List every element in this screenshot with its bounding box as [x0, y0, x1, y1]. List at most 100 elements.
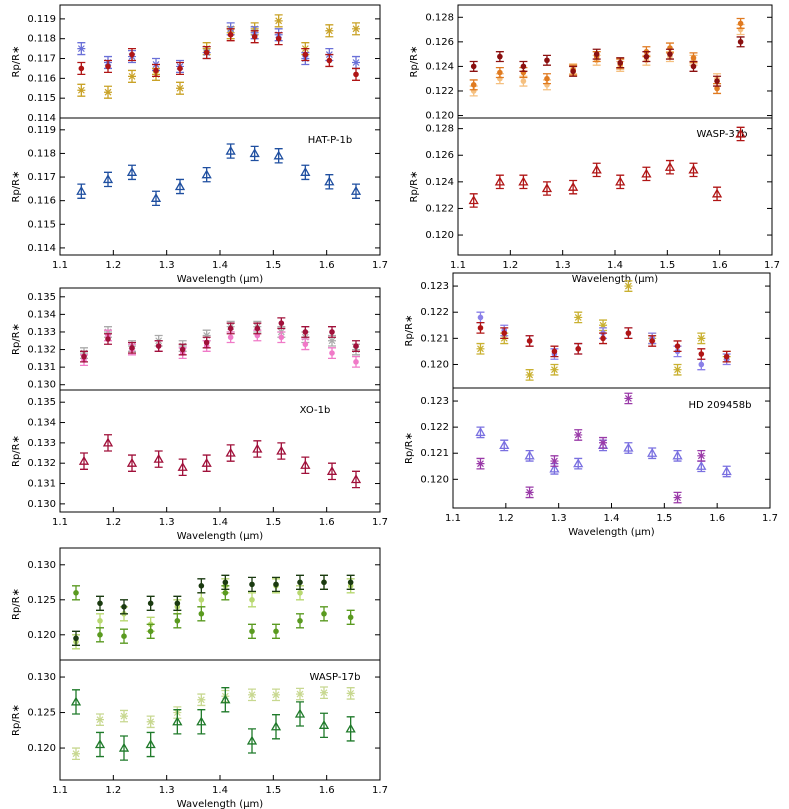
error-bar [96, 731, 104, 758]
marker [328, 337, 336, 345]
y-tick-label: 0.114 [27, 113, 56, 124]
y-tick-label: 0.116 [27, 196, 56, 207]
y-tick-label: 0.121 [420, 448, 449, 459]
error-bar [253, 440, 262, 458]
marker [353, 359, 359, 365]
y-tick-label: 0.117 [27, 54, 56, 65]
marker [150, 192, 162, 202]
marker [625, 330, 632, 336]
y-tick-label: 0.122 [425, 203, 454, 214]
x-tick-label: 1.5 [265, 517, 281, 528]
marker [624, 395, 633, 402]
x-tick-label: 1.1 [445, 513, 461, 524]
marker [735, 128, 746, 138]
y-tick-label: 0.122 [420, 422, 449, 433]
marker [105, 336, 111, 342]
y-tick-label: 0.115 [27, 93, 56, 104]
marker [275, 35, 282, 42]
plot-frame [452, 272, 771, 389]
marker [78, 65, 85, 72]
planet-label: WASP-31b [696, 129, 747, 140]
marker [146, 718, 155, 726]
marker [525, 488, 534, 496]
error-bar [202, 454, 211, 472]
marker [300, 459, 311, 469]
error-bar [80, 452, 88, 470]
marker [714, 78, 720, 84]
marker [672, 450, 683, 460]
marker [476, 345, 485, 353]
marker [723, 353, 730, 360]
marker [325, 27, 334, 35]
y-tick-label: 0.128 [425, 124, 454, 135]
y-tick-label: 0.134 [27, 309, 56, 320]
x-tick-label: 1.7 [372, 785, 388, 796]
x-tick-label: 1.7 [372, 260, 388, 271]
x-tick-label: 1.2 [105, 260, 121, 271]
x-tick-label: 1.2 [498, 513, 514, 524]
marker [294, 708, 306, 718]
error-bar [197, 709, 206, 735]
x-tick-label: 1.4 [212, 785, 228, 796]
marker [227, 334, 234, 341]
x-tick-label: 1.2 [105, 517, 121, 528]
marker [494, 176, 505, 186]
x-tick-label: 1.4 [607, 260, 623, 271]
y-tick-label: 0.114 [27, 243, 56, 254]
error-bar [128, 454, 136, 472]
x-tick-label: 1.5 [656, 513, 672, 524]
marker [201, 457, 212, 467]
marker [97, 600, 103, 607]
y-tick-label: 0.118 [27, 148, 56, 159]
marker [177, 461, 188, 471]
marker [526, 338, 533, 344]
marker [520, 63, 527, 70]
x-axis-label: Wavelength (μm) [572, 274, 659, 285]
marker [102, 174, 114, 184]
y-tick-label: 0.120 [27, 630, 56, 641]
marker [345, 723, 356, 733]
y-tick-label: 0.120 [425, 111, 454, 122]
marker [177, 65, 183, 72]
marker [197, 696, 206, 704]
y-tick-label: 0.132 [27, 458, 56, 469]
marker [698, 361, 705, 368]
marker [690, 55, 697, 61]
marker [300, 167, 311, 176]
marker [714, 85, 720, 92]
y-tick-label: 0.121 [420, 333, 449, 344]
marker [570, 68, 576, 75]
x-tick-label: 1.1 [450, 260, 466, 271]
marker [153, 67, 159, 74]
marker [118, 742, 130, 752]
y-tick-label: 0.122 [420, 307, 449, 318]
y-tick-label: 0.131 [27, 479, 56, 490]
y-tick-label: 0.128 [425, 12, 454, 23]
y-tick-label: 0.135 [27, 397, 56, 408]
error-bar [320, 712, 328, 739]
y-axis-label: Rp/R∗ [404, 432, 415, 464]
marker [76, 185, 87, 195]
x-tick-label: 1.1 [52, 517, 68, 528]
y-axis-label: Rp/R∗ [11, 704, 22, 736]
marker [297, 590, 303, 596]
marker [647, 447, 658, 457]
marker [302, 51, 309, 58]
marker [544, 57, 550, 64]
x-tick-label: 1.7 [372, 517, 388, 528]
marker [155, 343, 162, 349]
marker [326, 57, 333, 64]
marker [615, 176, 626, 186]
marker [664, 161, 676, 171]
marker [126, 457, 138, 467]
x-tick-label: 1.4 [212, 260, 228, 271]
marker [198, 583, 205, 589]
y-axis-label: Rp/R∗ [11, 588, 22, 620]
marker [690, 63, 697, 70]
x-tick-label: 1.5 [659, 260, 675, 271]
marker [643, 53, 650, 60]
marker [350, 474, 362, 484]
x-tick-label: 1.3 [159, 517, 175, 528]
marker [599, 439, 608, 447]
